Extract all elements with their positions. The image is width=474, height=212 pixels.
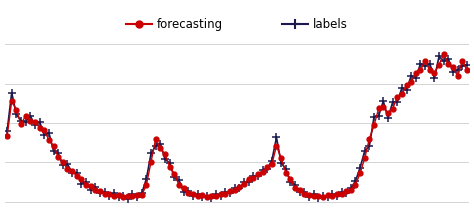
labels <box>283 168 289 170</box>
Line: forecasting: forecasting <box>5 52 469 200</box>
forecasting <box>464 69 470 71</box>
forecasting <box>92 189 98 191</box>
forecasting <box>283 171 289 174</box>
labels <box>436 55 442 58</box>
forecasting <box>450 65 456 68</box>
forecasting <box>246 177 251 180</box>
forecasting <box>120 196 126 199</box>
Line: labels: labels <box>3 53 471 203</box>
forecasting <box>111 195 117 198</box>
forecasting <box>441 53 447 55</box>
labels <box>111 192 117 194</box>
Legend: forecasting, labels: forecasting, labels <box>121 14 353 36</box>
labels <box>431 77 437 80</box>
labels <box>4 130 10 133</box>
labels <box>450 71 456 73</box>
labels <box>246 181 251 184</box>
labels <box>92 186 98 188</box>
forecasting <box>4 135 10 138</box>
labels <box>464 64 470 66</box>
forecasting <box>431 71 437 74</box>
labels <box>125 198 131 201</box>
